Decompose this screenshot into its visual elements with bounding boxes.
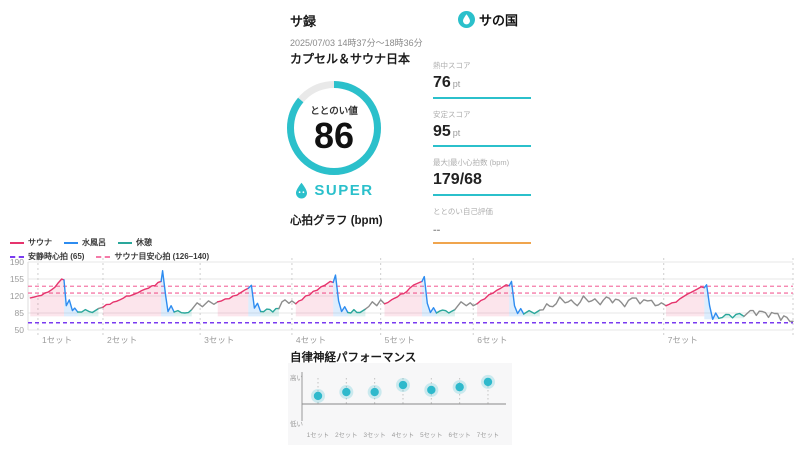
ans-chart-title: 自律神経パフォーマンス (290, 352, 417, 364)
svg-text:1セット: 1セット (42, 335, 72, 345)
legend-label: 水風呂 (82, 238, 106, 247)
legend-item: 安静時心拍 (65) (10, 251, 84, 262)
stat-value: 179/68 (433, 171, 482, 189)
hr-chart-graphic: 50 85 120 155 190 1セット 2セット 3セット 4セット 5セット 6セット 7セッ… (10, 257, 794, 345)
stat-label: 熱中スコア (433, 61, 471, 70)
svg-text:85: 85 (15, 308, 25, 318)
legend-swatch (10, 255, 24, 258)
ans-chart: 高い低い 1セット 2セット 3セット 4セット 5セット 6セット 7セット (288, 363, 512, 445)
svg-text:1セット: 1セット (307, 431, 329, 439)
stat-label: 安定スコア (433, 109, 471, 119)
svg-text:50: 50 (15, 325, 25, 335)
svg-text:5セット: 5セット (385, 335, 415, 345)
score-ring-graphic (287, 81, 381, 175)
session-datetime: 2025/07/03 14時37分〜18時36分 (290, 38, 423, 48)
legend-swatch (96, 255, 111, 258)
hr-chart: 50 85 120 155 190 1セット 2セット 3セット 4セット 5セット 6セット 7セッ… (0, 236, 800, 354)
svg-text:155: 155 (10, 274, 24, 284)
legend-swatch (64, 241, 78, 244)
hr-chart-legend: サウナ 水風呂 休憩安静時心拍 (65) サウナ目安心拍 (126–140) (10, 237, 209, 262)
svg-text:2セット: 2セット (107, 335, 137, 345)
legend-label: 休憩 (136, 238, 152, 247)
svg-text:190: 190 (10, 257, 24, 267)
rank-label: SUPER (314, 182, 374, 199)
legend-item: 休憩 (118, 237, 152, 248)
svg-text:120: 120 (10, 291, 24, 301)
stat-row: 熱中スコア 76 pt (433, 60, 531, 99)
svg-text:7セット: 7セット (477, 431, 499, 439)
stat-label: 最大|最小心拍数 (bpm) (433, 158, 510, 168)
svg-text:3セット: 3セット (363, 431, 385, 439)
legend-label: サウナ (28, 238, 52, 247)
stat-value: -- (433, 223, 441, 236)
facility-name: カプセル＆サウナ日本 (290, 52, 411, 66)
stat-row: 安定スコア 95 pt (433, 109, 531, 148)
legend-swatch (10, 241, 24, 244)
svg-text:2セット: 2セット (335, 431, 357, 439)
page-title: サ録 (290, 14, 317, 29)
svg-text:6セット: 6セット (477, 335, 507, 345)
svg-text:3セット: 3セット (204, 335, 234, 345)
svg-text:4セット: 4セット (296, 335, 326, 345)
totonoi-score: 86 (313, 114, 355, 156)
rank-droplet-icon (296, 182, 308, 199)
totonoi-label: ととのい値 (310, 105, 358, 117)
legend-item: サウナ (10, 237, 52, 248)
legend-item: 水風呂 (64, 237, 106, 248)
svg-text:低い: 低い (290, 419, 303, 428)
svg-text:5セット: 5セット (420, 431, 442, 439)
stat-row: ととのい自己評価 -- (433, 206, 531, 245)
rank-badge: SUPER (286, 182, 382, 199)
stats-panel: 熱中スコア 76 pt 安定スコア 95 pt 最大|最小心拍数 (bpm) 179/68 とと… (433, 60, 531, 254)
stat-value: 76 pt (433, 74, 461, 91)
brand-logo[interactable]: サの国 (458, 10, 518, 29)
legend-label: 安静時心拍 (65) (28, 252, 85, 261)
brand-name: サの国 (479, 13, 519, 28)
legend-swatch (118, 241, 132, 244)
legend-item: サウナ目安心拍 (126–140) (96, 251, 209, 262)
stat-row: 最大|最小心拍数 (bpm) 179/68 (433, 157, 531, 196)
svg-text:6セット: 6セット (448, 431, 470, 439)
svg-text:高い: 高い (290, 373, 303, 382)
stat-value: 95 pt (433, 122, 461, 140)
legend-label: サウナ目安心拍 (126–140) (114, 252, 210, 261)
hr-chart-title: 心拍グラフ (bpm) (290, 215, 383, 227)
svg-text:4セット: 4セット (392, 431, 414, 439)
brand-droplet-icon (458, 11, 475, 28)
stat-label: ととのい自己評価 (433, 206, 493, 216)
svg-text:7セット: 7セット (668, 335, 698, 345)
totonoi-score-ring: ととのい値 86 (286, 80, 382, 176)
